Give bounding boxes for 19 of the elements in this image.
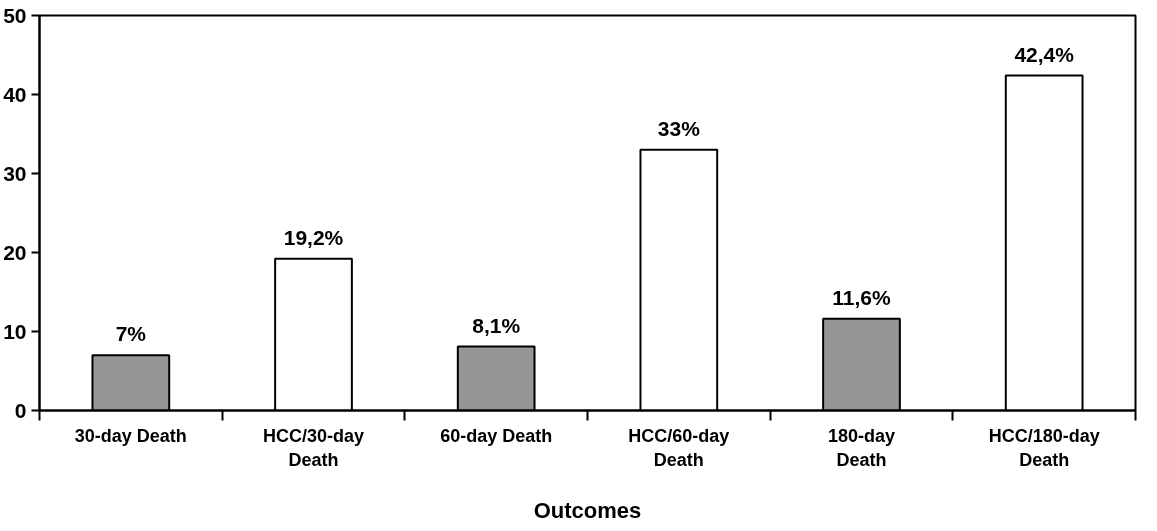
x-tick-label: HCC/180-day Death bbox=[988, 425, 1100, 470]
data-label: 19,2% bbox=[283, 225, 344, 249]
y-tick-label: 20 bbox=[3, 240, 27, 264]
x-tick-label: 30-day Death bbox=[74, 425, 187, 446]
x-tick-label: 60-day Death bbox=[440, 425, 553, 446]
data-label: 7% bbox=[115, 322, 147, 346]
data-label: 8,1% bbox=[472, 313, 521, 337]
x-tick-label: 180-day Death bbox=[827, 425, 896, 470]
data-label: 33% bbox=[657, 116, 701, 140]
y-tick-label: 40 bbox=[3, 82, 27, 106]
data-label: 11,6% bbox=[832, 285, 892, 309]
data-label: 42,4% bbox=[1014, 42, 1075, 66]
y-tick-label: 50 bbox=[3, 3, 27, 27]
x-tick-label: HCC/30-day Death bbox=[262, 425, 365, 470]
x-tick-label: HCC/60-day Death bbox=[628, 425, 730, 470]
y-tick-label: 30 bbox=[3, 161, 27, 185]
y-tick-label: 0 bbox=[14, 398, 27, 422]
x-axis-title: Outcomes bbox=[533, 497, 642, 523]
y-tick-label: 10 bbox=[3, 319, 27, 343]
